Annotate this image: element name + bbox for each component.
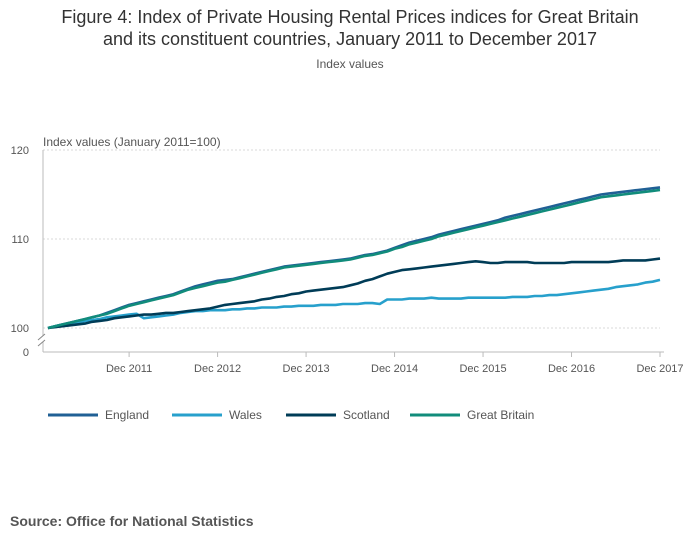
- source-note: Source: Office for National Statistics: [10, 513, 254, 529]
- chart-title-line1: Figure 4: Index of Private Housing Renta…: [61, 7, 639, 27]
- legend-item-scotland[interactable]: Scotland: [286, 408, 390, 422]
- y-tick-label: 120: [11, 145, 29, 157]
- series-line-great-britain: [47, 188, 661, 330]
- y-axis-label: Index values (January 2011=100): [43, 135, 221, 149]
- legend-label: England: [105, 408, 149, 422]
- axis-break-icon: [37, 333, 46, 347]
- series-line-wales: [47, 278, 661, 330]
- x-tick-label: Dec 2016: [548, 363, 595, 375]
- legend-item-england[interactable]: England: [48, 408, 149, 422]
- x-tick-label: Dec 2014: [371, 363, 418, 375]
- series-line-scotland: [47, 257, 661, 330]
- chart-title-line2: and its constituent countries, January 2…: [103, 29, 597, 49]
- legend-item-great-britain[interactable]: Great Britain: [410, 408, 534, 422]
- x-tick-label: Dec 2012: [194, 363, 241, 375]
- legend-label: Scotland: [343, 408, 390, 422]
- x-tick-label: Dec 2017: [636, 363, 683, 375]
- line-chart: Index values (January 2011=100) 120 110 100…: [11, 135, 684, 422]
- chart-title: Figure 4: Index of Private Housing Renta…: [0, 6, 700, 50]
- legend-item-wales[interactable]: Wales: [172, 408, 262, 422]
- y-tick-label: 110: [11, 234, 29, 246]
- legend-label: Wales: [229, 408, 262, 422]
- gridlines: [43, 149, 660, 329]
- y-tick-label-zero: 0: [23, 347, 29, 359]
- x-tick-label: Dec 2015: [459, 363, 506, 375]
- axes: [37, 150, 664, 357]
- y-tick-label: 100: [11, 323, 29, 335]
- legend-label: Great Britain: [467, 408, 534, 422]
- x-tick-label: Dec 2013: [283, 363, 330, 375]
- series-layer: [47, 186, 661, 330]
- legend: England Wales Scotland Great Britain: [48, 408, 534, 422]
- chart-subtitle: Index values: [316, 57, 384, 71]
- x-tick-label: Dec 2011: [106, 363, 152, 375]
- tick-labels: Index values (January 2011=100) 120 110 100…: [11, 135, 684, 375]
